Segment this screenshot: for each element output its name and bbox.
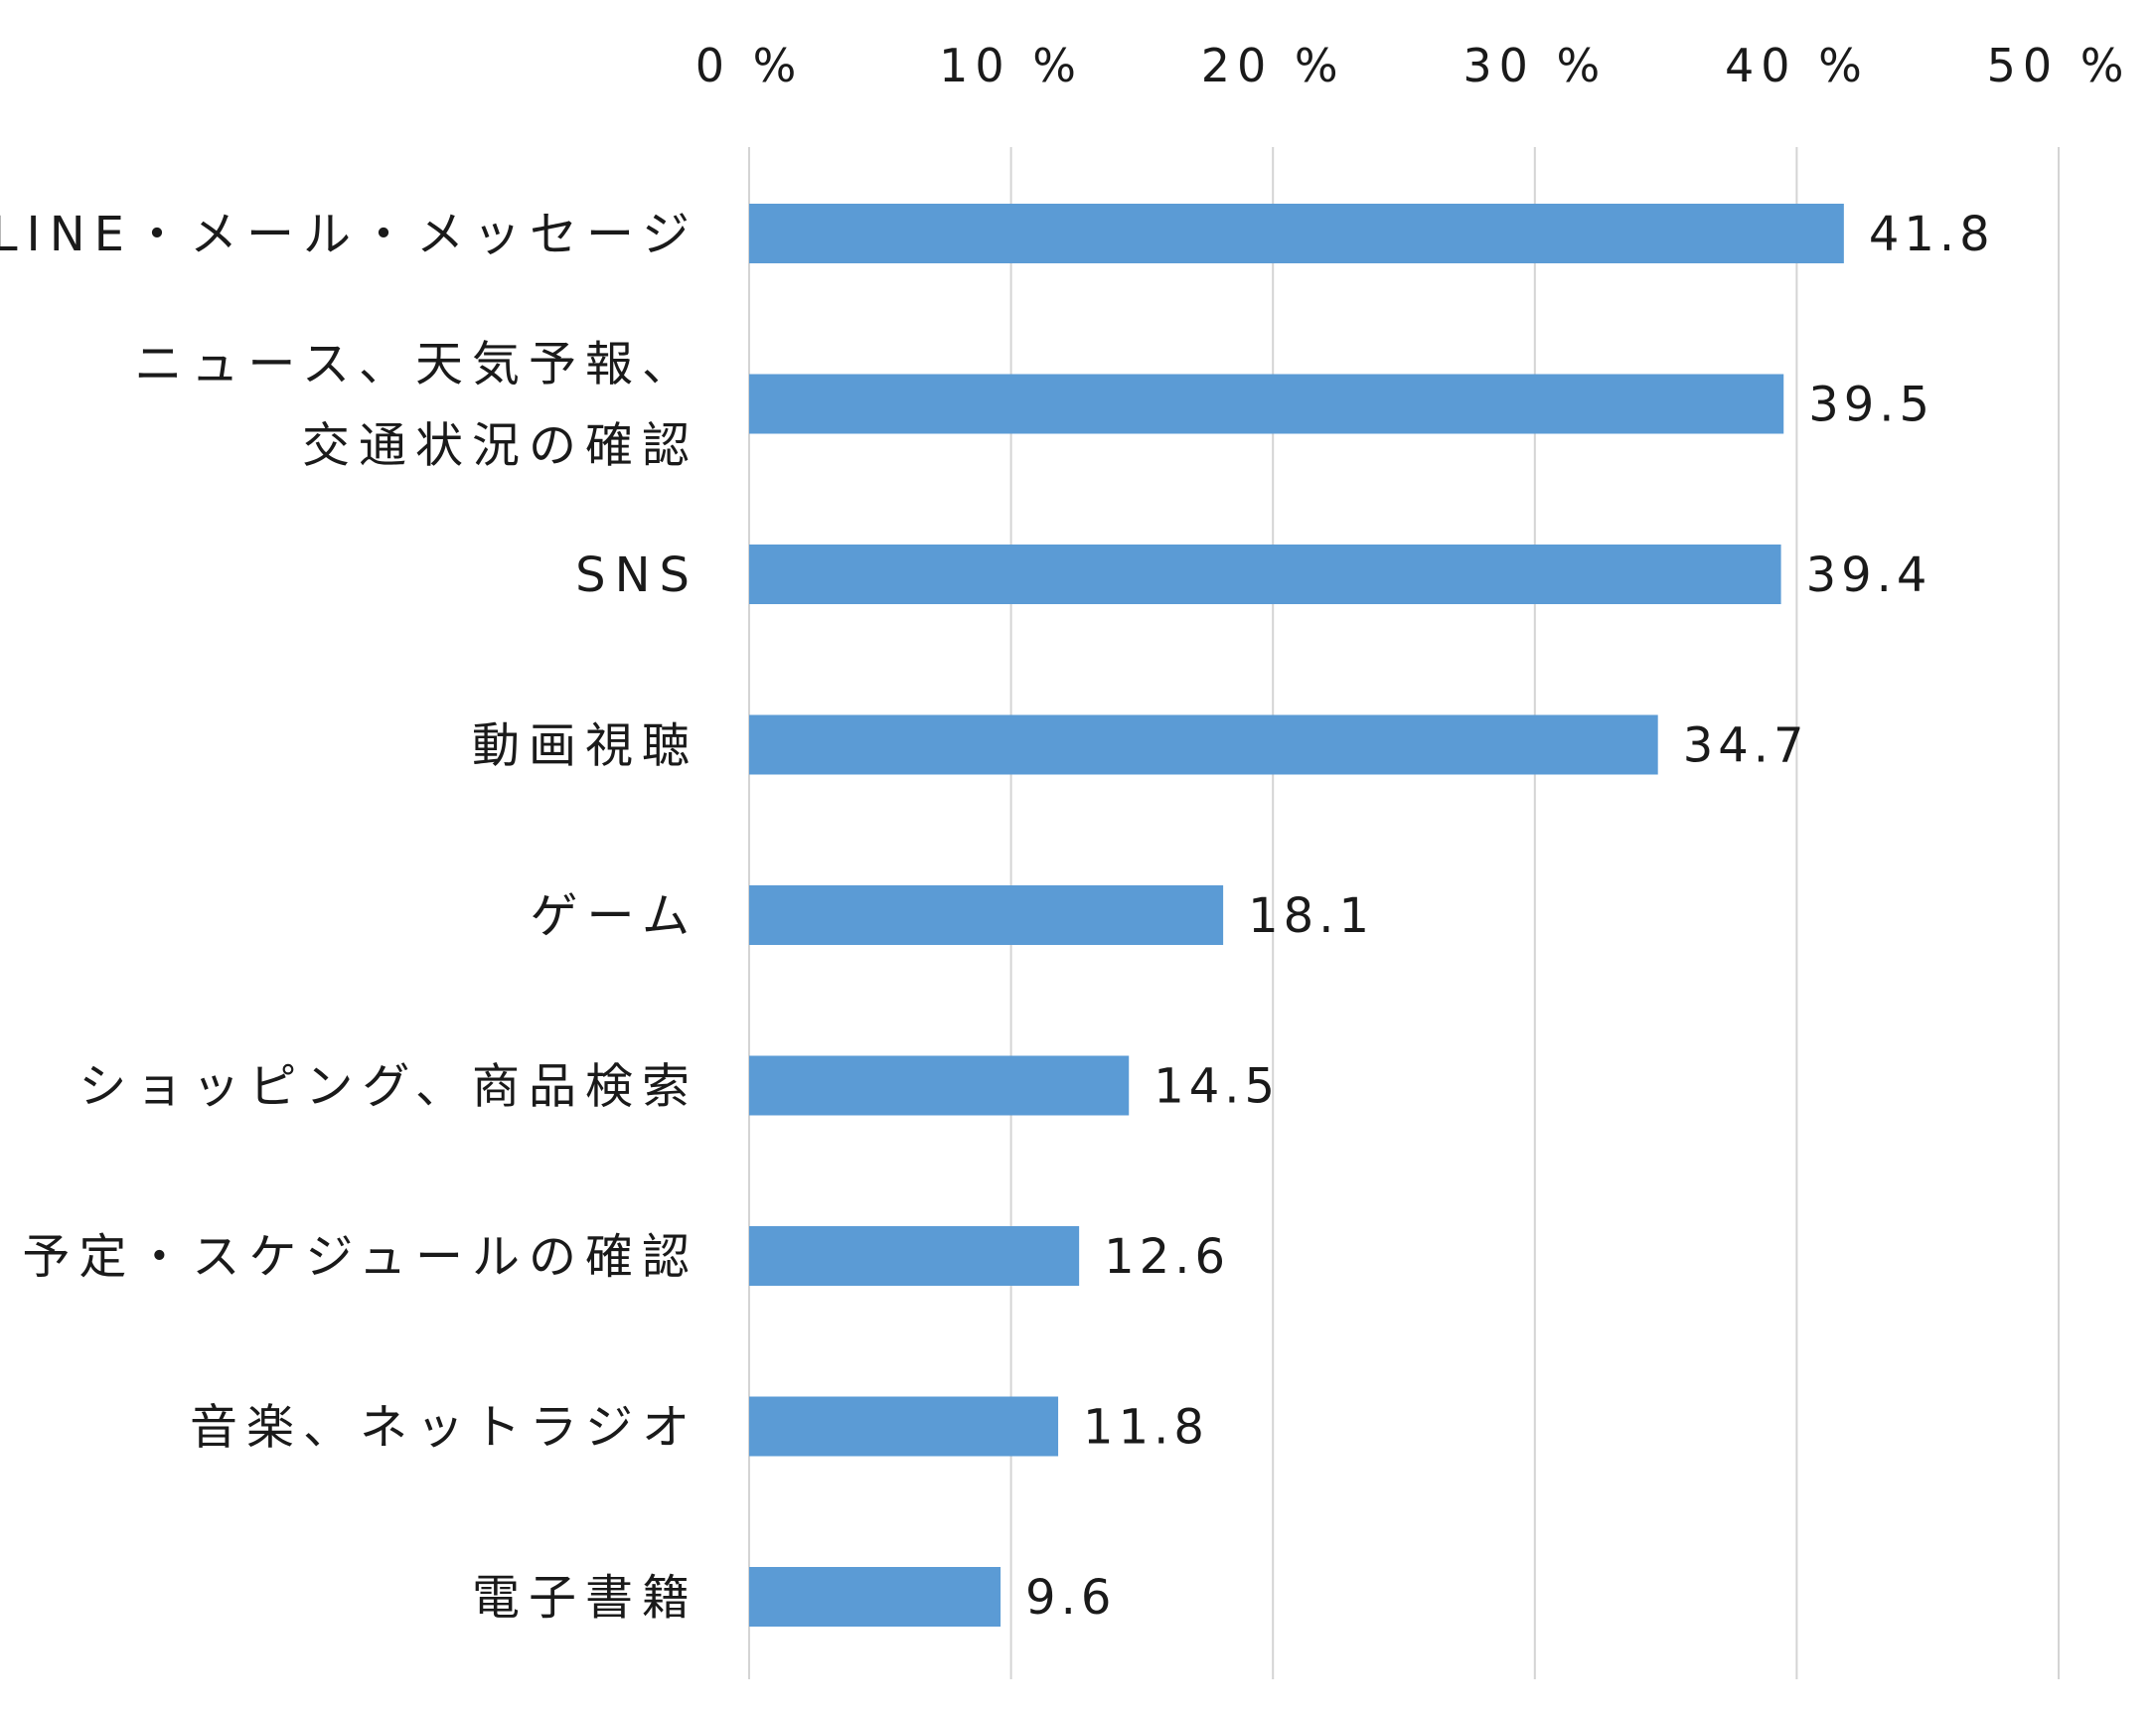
category-label-4: ゲーム (530, 888, 698, 944)
category-label-1-line-1: 交通状況の確認 (302, 418, 698, 474)
bar-6 (749, 1226, 1080, 1286)
category-label-7: 音楽、ネットラジオ (190, 1400, 698, 1456)
bar-8 (749, 1567, 1001, 1627)
bar-7 (749, 1396, 1059, 1457)
category-label-3: 動画視聴 (472, 718, 698, 774)
bar-4 (749, 885, 1224, 945)
category-label-6: 予定・スケジュールの確認 (22, 1229, 698, 1285)
value-label-3: 34.7 (1683, 718, 1809, 774)
x-tick-label-40: 40 % (1725, 39, 1869, 92)
value-label-4: 18.1 (1248, 888, 1374, 944)
x-tick-label-20: 20 % (1201, 39, 1345, 92)
category-label-8: 電子書籍 (472, 1570, 698, 1626)
bar-1 (749, 374, 1784, 434)
value-labels: 41.8 39.5 39.4 34.7 18.1 14.5 12.6 11.8 9.6 (1025, 207, 1995, 1626)
value-label-7: 11.8 (1083, 1400, 1209, 1456)
bar-5 (749, 1055, 1130, 1116)
x-tick-label-50: 50 % (1987, 39, 2131, 92)
category-label-5: ショッピング、商品検索 (78, 1059, 698, 1115)
value-label-2: 39.4 (1806, 547, 1932, 603)
bar-3 (749, 714, 1658, 775)
x-axis-ticks: 0 % 10 % 20 % 30 % 40 % 50 % (695, 39, 2131, 92)
value-label-5: 14.5 (1154, 1059, 1280, 1115)
value-label-0: 41.8 (1869, 207, 1995, 262)
bars (749, 204, 1844, 1627)
x-tick-label-30: 30 % (1463, 39, 1607, 92)
value-label-6: 12.6 (1104, 1229, 1230, 1285)
bar-0 (749, 204, 1844, 263)
value-label-1: 39.5 (1808, 378, 1934, 433)
category-label-2: SNS (575, 547, 698, 603)
category-label-1-line-0: ニュース、天気予報、 (134, 337, 698, 392)
value-label-8: 9.6 (1025, 1570, 1116, 1626)
category-label-0: LINE・メール・メッセージ (0, 207, 698, 262)
x-tick-label-0: 0 % (695, 39, 804, 92)
bar-2 (749, 545, 1781, 604)
x-tick-label-10: 10 % (939, 39, 1083, 92)
